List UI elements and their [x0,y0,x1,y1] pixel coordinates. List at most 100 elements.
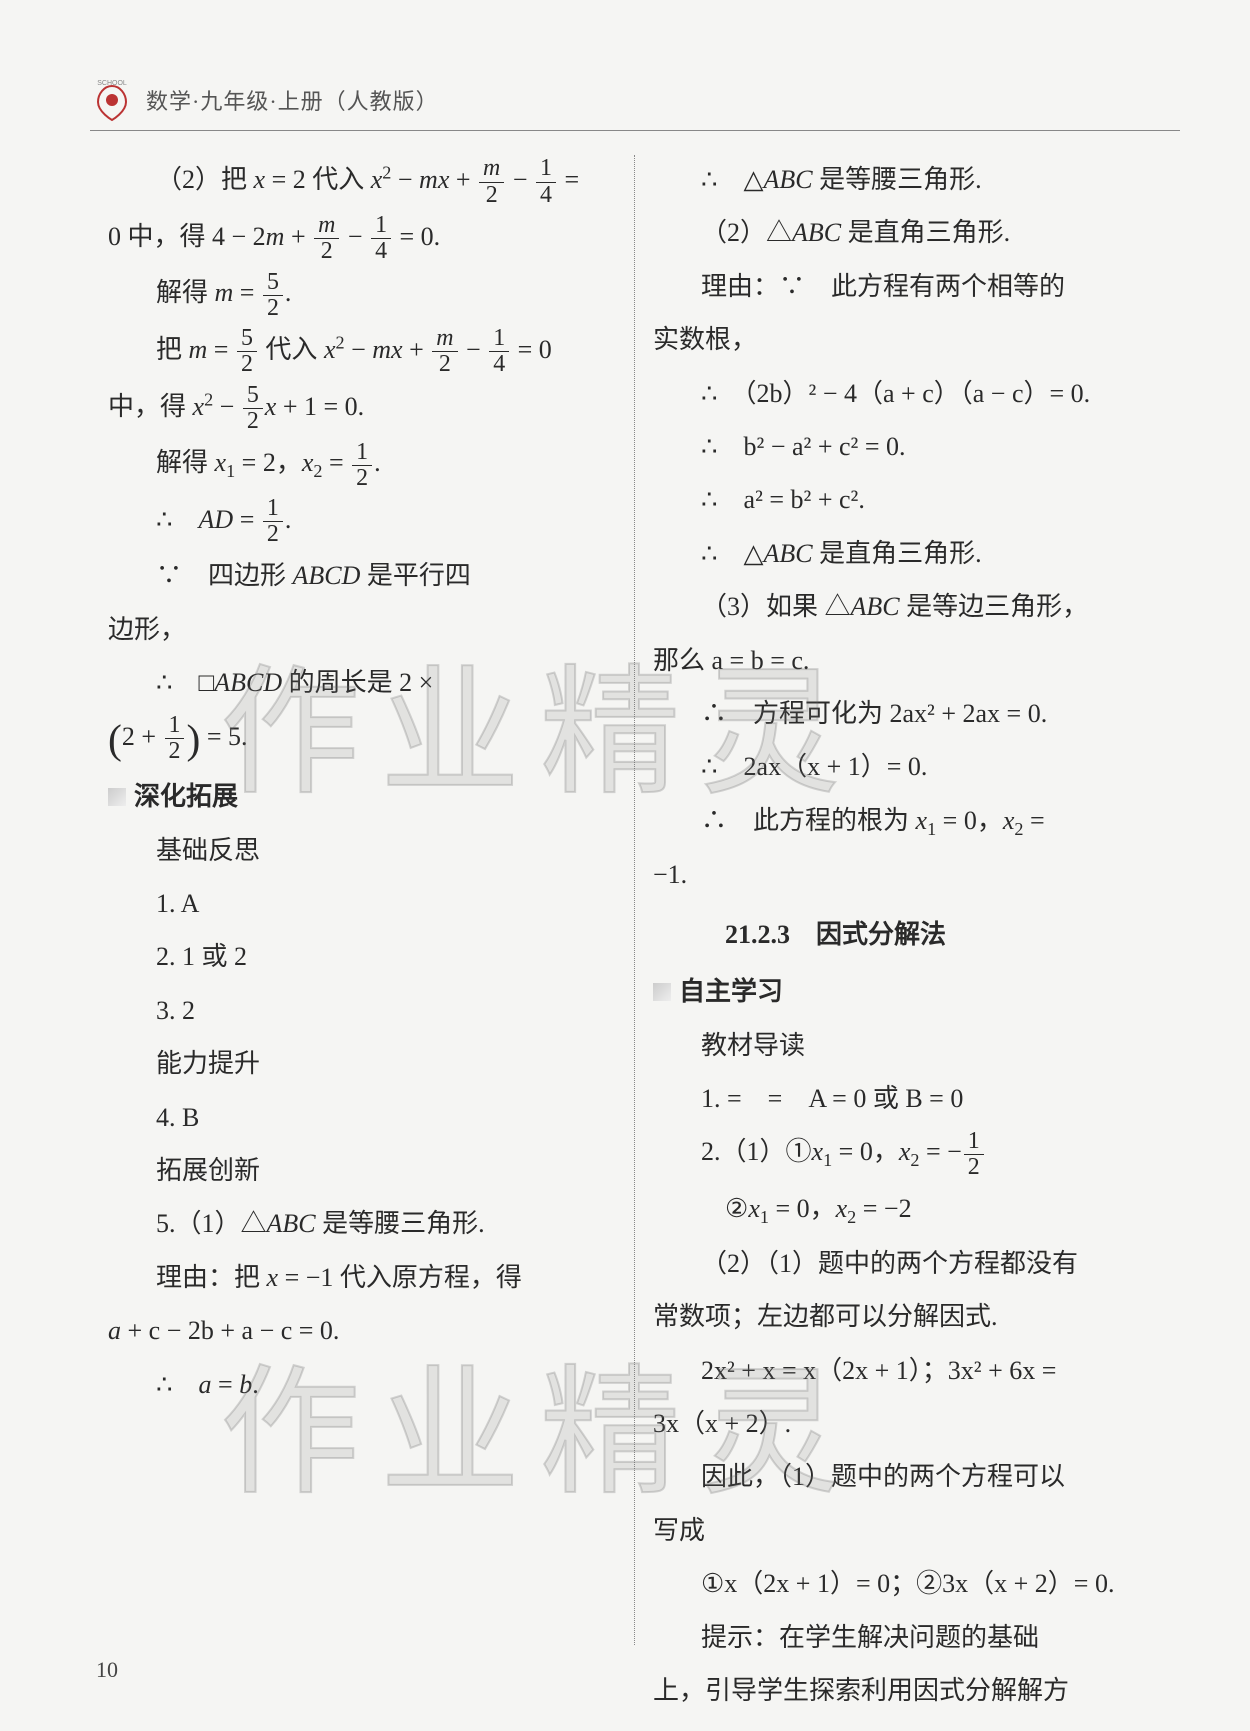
num: 1 [536,156,556,182]
t: 是直角三角形. [841,218,1010,247]
t: 是平行四 [360,561,471,590]
t: 5.（1）△ [156,1209,267,1238]
section-title: 21.2.3 因式分解法 [653,910,1162,959]
t: = [207,335,235,364]
t: 是直角三角形. [813,539,982,568]
t: ∵ 四边形 [156,561,293,590]
right-column: ∴ △ABC 是等腰三角形. （2）△ABC 是直角三角形. 理由：∵ 此方程有… [635,155,1180,1645]
t: = −2 [856,1194,911,1223]
text-line: 0 中，得 4 − 2m + m2 − 14 = 0. [108,212,616,265]
den: 2 [435,352,455,377]
num: 1 [263,496,283,522]
den: 2 [964,1155,984,1180]
t: . [374,448,381,477]
den: 2 [482,183,502,208]
num: 1 [352,440,372,466]
school-logo-icon: SCHOOL [90,80,134,124]
t: − [345,335,373,364]
text-line: ∴ AD = 12. [108,495,616,548]
t: = 0， [936,806,1003,835]
t: ∴ △ [701,539,764,568]
t: （2）把 [156,165,254,194]
num: m [314,213,339,239]
t: ② [725,1194,748,1223]
t: （3）如果 △ [701,592,851,621]
t: = − [919,1137,961,1166]
content-columns: （2）把 x = 2 代入 x2 − mx + m2 − 14 = 0 中，得 … [90,155,1180,1645]
text-line: 因此，（1）题中的两个方程可以 [653,1452,1162,1501]
t: + 1 = 0. [276,392,364,421]
t: + [403,335,431,364]
num: 1 [964,1129,984,1155]
text-line: a + c − 2b + a − c = 0. [108,1306,616,1355]
t: = 2， [235,448,302,477]
t: . [252,1370,259,1399]
t: 理由：把 [156,1263,267,1292]
text-line: （3）如果 △ABC 是等边三角形， [653,582,1162,631]
left-column: （2）把 x = 2 代入 x2 − mx + m2 − 14 = 0 中，得 … [90,155,635,1645]
t: = [233,505,261,534]
num: m [479,156,504,182]
num: 1 [371,213,391,239]
t: 2.（1）① [701,1137,812,1166]
text-line: ①x（2x + 1）= 0；②3x（x + 2）= 0. [653,1559,1162,1608]
text-line: 那么 a = b = c. [653,636,1162,685]
text-line: （2）△ABC 是直角三角形. [653,208,1162,257]
text-line: 常数项；左边都可以分解因式. [653,1292,1162,1341]
answer-line: 4. B [108,1093,616,1142]
t: − [460,335,488,364]
text-line: ∴ 方程可化为 2ax² + 2ax = 0. [653,689,1162,738]
text-line: ∴ a = b. [108,1360,616,1409]
answer-line: 1. A [108,879,616,928]
t: 的周长是 2 × [282,668,433,697]
text-line: ∴ △ABC 是等腰三角形. [653,155,1162,204]
num: 5 [237,326,257,352]
answer-line: 1. = = A = 0 或 B = 0 [653,1074,1162,1123]
den: 2 [237,352,257,377]
t: = [233,278,261,307]
t: = 0 [511,335,552,364]
square-marker-icon [108,788,126,806]
t: − [341,222,369,251]
t: . [285,505,292,534]
num: 5 [243,383,263,409]
t: . [285,278,292,307]
text-line: −1. [653,850,1162,899]
num: 1 [165,713,185,739]
text-line: 中，得 x2 − 52x + 1 = 0. [108,382,616,435]
t: 深化拓展 [134,772,238,821]
sub-heading: 拓展创新 [108,1146,616,1195]
t: = [322,448,350,477]
t: = −1 代入原方程，得 [278,1263,522,1292]
text-line: ∵ 四边形 ABCD 是平行四 [108,551,616,600]
section-heading: 自主学习 [653,967,1162,1016]
t: + [284,222,312,251]
text-line: 提示：在学生解决问题的基础 [653,1613,1162,1662]
t: 自主学习 [679,967,783,1016]
t: 是等腰三角形. [316,1209,485,1238]
t: + c − 2b + a − c = 0. [121,1316,339,1345]
answer-line: 3. 2 [108,986,616,1035]
text-line: 把 m = 52 代入 x2 − mx + m2 − 14 = 0 [108,325,616,378]
t: ∴ 此方程的根为 [701,806,916,835]
text-line: ∴ a² = b² + c². [653,475,1162,524]
text-line: 写成 [653,1506,1162,1555]
text-line: 解得 m = 52. [108,268,616,321]
t: = [212,1370,240,1399]
text-line: 实数根， [653,315,1162,364]
den: 2 [165,739,185,764]
text-line: ∴ □ABCD 的周长是 2 × [108,658,616,707]
text-line: ∴ （2b）² − 4（a + c）（a − c）= 0. [653,369,1162,418]
num: 1 [489,326,509,352]
den: 4 [371,239,391,264]
section-heading: 深化拓展 [108,772,616,821]
t: （2）△ [701,218,792,247]
den: 4 [536,183,556,208]
t: 是等腰三角形. [813,165,982,194]
header-title: 数学·九年级·上册（人教版） [146,81,439,123]
t: = 0， [832,1137,899,1166]
t: ∴ △ [701,165,764,194]
t: = 0， [769,1194,836,1223]
t: 0 中，得 4 − 2 [108,222,266,251]
t: ∴ [156,1370,199,1399]
